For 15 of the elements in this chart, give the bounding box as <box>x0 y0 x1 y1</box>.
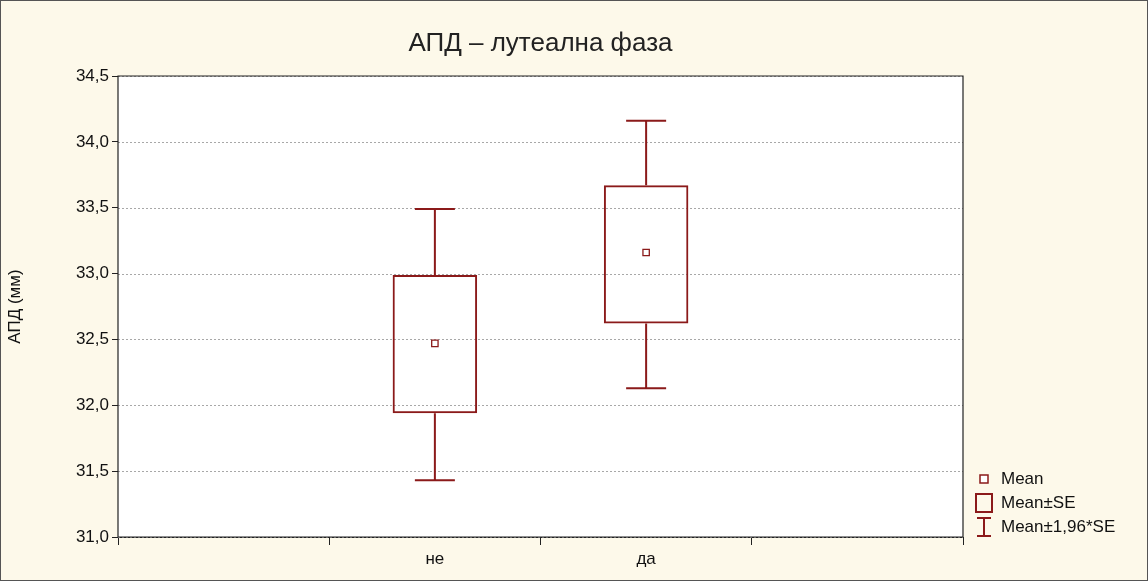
y-tick-label: 33,0 <box>75 263 109 283</box>
y-tick-label: 32,5 <box>75 329 109 349</box>
y-tick-label: 34,0 <box>75 131 109 151</box>
y-tick-label: 31,0 <box>75 526 109 546</box>
y-tick-label: 31,5 <box>75 460 109 480</box>
text: Mean±1,96*SE <box>1001 517 1116 537</box>
text: Mean±SE <box>1001 493 1076 513</box>
chart-title: АПД – лутеална фаза <box>407 27 674 58</box>
x-tick-label: не <box>425 548 445 568</box>
y-axis-title: АПД (мм) <box>4 269 24 344</box>
y-tick-label: 33,5 <box>75 197 109 217</box>
y-tick-label: 32,0 <box>75 394 109 414</box>
y-tick-label: 34,5 <box>75 65 109 85</box>
text: Mean <box>1001 469 1044 489</box>
x-tick-label: да <box>636 548 657 568</box>
